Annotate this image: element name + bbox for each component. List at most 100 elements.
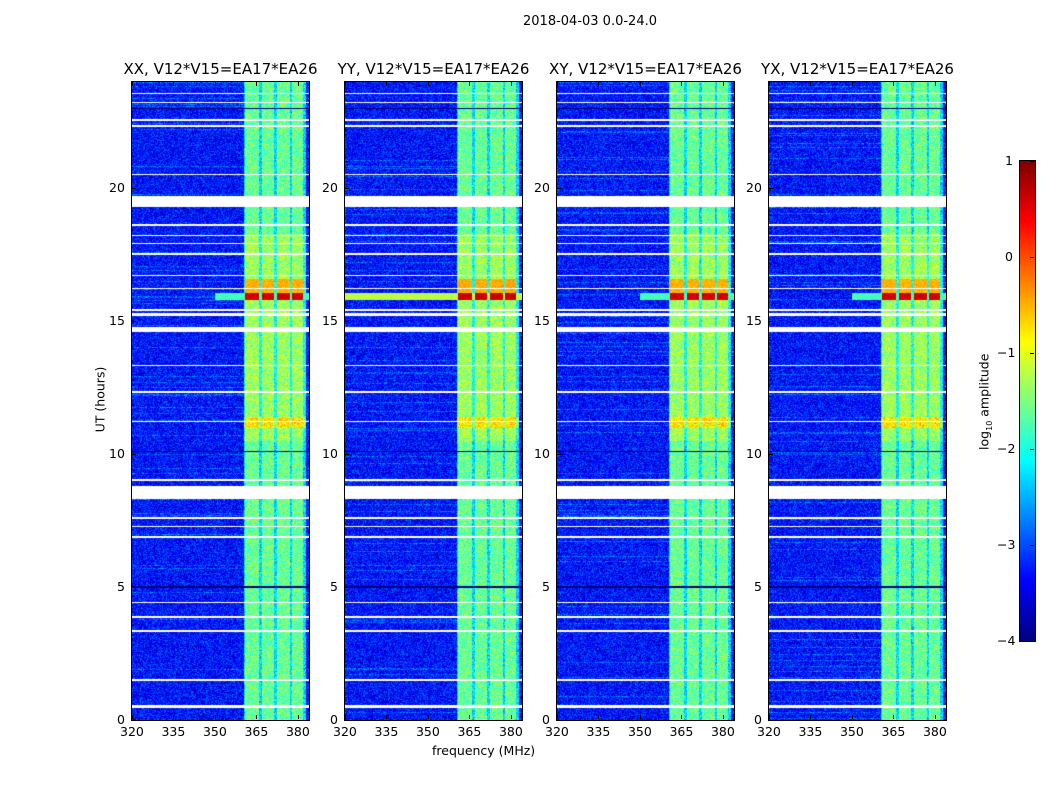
y-tick-label: 10 [322, 446, 338, 462]
x-tick-label: 350 [202, 724, 227, 739]
x-tick-label: 320 [545, 724, 569, 739]
colorbar-tick-label: 1 [1005, 153, 1013, 168]
x-tick [173, 715, 175, 719]
x-tick-label: 365 [881, 724, 906, 739]
x-tick [769, 82, 770, 86]
x-tick-label: 365 [244, 724, 269, 739]
y-axis-label: UT (hours) [92, 366, 108, 433]
y-tick [769, 321, 773, 323]
x-tick [639, 715, 641, 719]
x-tick-label: 320 [333, 724, 357, 739]
x-tick [386, 715, 388, 719]
y-tick-label: 0 [330, 712, 338, 727]
panel-title: YY, V12*V15=EA17*EA26 [337, 60, 530, 78]
y-tick [345, 587, 349, 589]
y-tick [557, 321, 561, 323]
y-tick [345, 720, 349, 721]
heatmap [132, 82, 309, 720]
y-tick-label: 5 [330, 579, 338, 595]
x-tick [345, 715, 346, 719]
x-tick [557, 82, 558, 86]
x-tick [769, 715, 770, 719]
x-tick [639, 82, 641, 86]
colorbar-gradient [1020, 161, 1035, 641]
x-tick-label: 320 [120, 724, 144, 739]
x-tick [722, 715, 724, 719]
x-tick-label: 350 [415, 724, 440, 739]
x-tick [598, 715, 600, 719]
y-tick [557, 720, 561, 721]
figure-title: 2018-04-03 0.0-24.0 [523, 14, 657, 29]
y-tick-label: 10 [534, 446, 550, 462]
y-tick [345, 188, 349, 190]
x-tick [557, 715, 558, 719]
x-tick [598, 82, 600, 86]
x-tick [132, 715, 133, 719]
colorbar [1019, 160, 1036, 642]
colorbar-tick [1030, 161, 1034, 162]
spectrogram-panel: XY, V12*V15=EA17*EA26 [549, 60, 742, 721]
colorbar-tick-label: 0 [1005, 249, 1013, 264]
y-tick-label: 0 [117, 712, 125, 727]
x-tick [934, 715, 936, 719]
x-tick [810, 715, 812, 719]
x-tick [345, 82, 346, 86]
x-tick-label: 380 [922, 724, 947, 739]
y-tick-label: 15 [322, 313, 338, 329]
x-tick [722, 82, 724, 86]
x-tick-label: 380 [285, 724, 310, 739]
x-tick [297, 82, 299, 86]
x-tick-label: 350 [627, 724, 652, 739]
x-tick [681, 715, 683, 719]
y-tick-label: 0 [542, 712, 550, 727]
x-tick-label: 350 [839, 724, 864, 739]
y-tick [557, 188, 561, 190]
colorbar-tick-label: −2 [997, 441, 1016, 456]
x-tick [510, 82, 512, 86]
x-tick [851, 715, 853, 719]
x-tick-label: 365 [457, 724, 482, 739]
y-tick [769, 720, 773, 721]
y-tick [769, 188, 773, 190]
colorbar-tick [1030, 353, 1034, 354]
y-tick [769, 454, 773, 456]
x-tick [681, 82, 683, 86]
x-tick [132, 82, 133, 86]
colorbar-tick [1030, 449, 1034, 450]
x-tick [893, 715, 895, 719]
y-tick-label: 5 [117, 579, 125, 595]
x-tick [469, 82, 471, 86]
x-tick [386, 82, 388, 86]
y-tick-label: 0 [754, 712, 762, 727]
y-tick-label: 20 [534, 180, 550, 196]
colorbar-tick [1030, 257, 1034, 258]
x-tick-label: 335 [798, 724, 823, 739]
x-tick-label: 320 [757, 724, 781, 739]
colorbar-tick-label: −1 [997, 345, 1016, 360]
y-tick-label: 5 [542, 579, 550, 595]
x-tick-label: 335 [586, 724, 611, 739]
y-tick-label: 15 [534, 313, 550, 329]
y-tick [557, 587, 561, 589]
x-tick-label: 380 [710, 724, 735, 739]
x-tick-label: 335 [374, 724, 399, 739]
x-tick [893, 82, 895, 86]
colorbar-tick-label: −4 [997, 633, 1016, 648]
heatmap [345, 82, 522, 720]
y-tick [132, 454, 136, 456]
heatmap [557, 82, 734, 720]
y-tick-label: 10 [109, 446, 125, 462]
y-tick-label: 15 [746, 313, 762, 329]
y-tick [345, 454, 349, 456]
x-tick [934, 82, 936, 86]
y-tick [132, 188, 136, 190]
panel-title: YX, V12*V15=EA17*EA26 [761, 60, 954, 78]
x-tick [469, 715, 471, 719]
x-tick [173, 82, 175, 86]
y-tick [132, 587, 136, 589]
x-tick-label: 365 [669, 724, 694, 739]
x-tick [297, 715, 299, 719]
colorbar-tick [1030, 545, 1034, 546]
x-tick [810, 82, 812, 86]
